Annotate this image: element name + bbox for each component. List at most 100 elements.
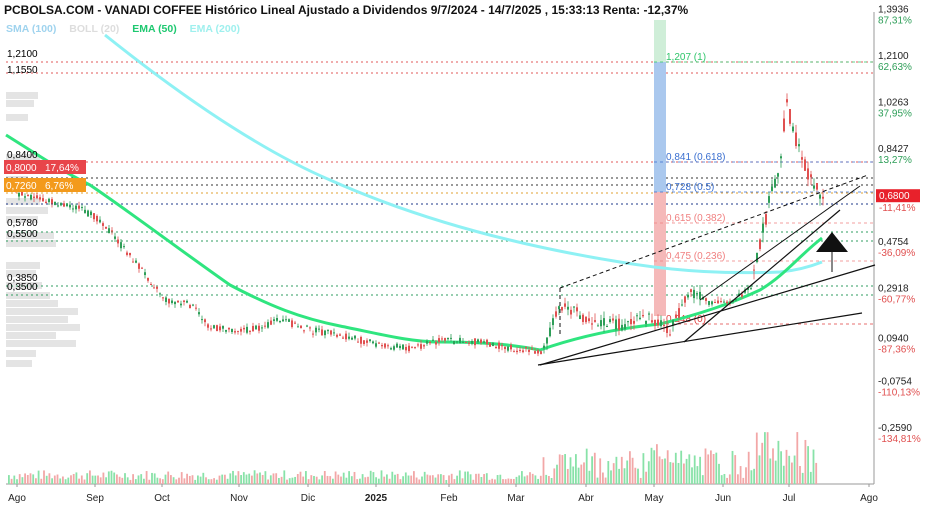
fib-zone-blue (654, 62, 666, 192)
volume-bar (132, 474, 134, 484)
volume-bar (148, 479, 151, 484)
x-tick-label: Dic (301, 493, 315, 504)
volume-bar (450, 473, 453, 484)
legend-sma100[interactable]: SMA (100) (6, 23, 57, 35)
volume-bar (332, 478, 334, 484)
candle-body (354, 335, 356, 339)
candle-body (276, 317, 278, 321)
volume-bar (380, 470, 383, 484)
candle-body (609, 319, 611, 323)
candle-body (252, 325, 254, 332)
volume-bar (275, 473, 278, 484)
volume-bar (89, 470, 91, 484)
volume-profile-bar (6, 114, 28, 121)
volume-bar (542, 457, 545, 484)
fib-zone-green (654, 20, 666, 62)
volume-bar (296, 474, 299, 484)
volume-profile-bar (6, 207, 48, 214)
volume-bar (394, 474, 396, 484)
volume-bar (753, 468, 755, 484)
volume-bar (599, 458, 602, 484)
volume-bar (553, 468, 556, 484)
volume-bar (477, 473, 480, 484)
candle-body (537, 350, 539, 354)
volume-bar (615, 456, 618, 484)
candle-body (570, 309, 572, 315)
candle-body (279, 320, 281, 323)
candle-body (234, 331, 236, 333)
trendline-mid (539, 264, 876, 366)
candle-body (360, 336, 362, 344)
candle-body (741, 294, 743, 297)
candle-body (162, 297, 164, 299)
candle-body (267, 322, 269, 328)
candle-body (816, 182, 818, 190)
volume-bar (94, 475, 97, 484)
trendline-steep (683, 209, 841, 343)
volume-bar (777, 440, 780, 484)
volume-bar (129, 479, 132, 484)
candle-body (270, 320, 272, 325)
candle-body (765, 214, 767, 225)
volume-bar (418, 479, 421, 484)
candle-body (723, 301, 725, 303)
volume-bar (91, 475, 94, 484)
pct-badge (42, 160, 86, 174)
volume-bar (572, 466, 575, 484)
candle-body (297, 326, 299, 328)
candle-body (492, 342, 494, 347)
candle-body (792, 126, 794, 132)
candle-body (498, 342, 500, 349)
right-axis-pct: 37,95% (878, 109, 912, 120)
volume-bar (110, 470, 113, 484)
ema200-line (104, 33, 823, 275)
candle-body (327, 330, 329, 332)
volume-bar (521, 471, 523, 484)
volume-bar (464, 471, 467, 484)
volume-bar (780, 451, 782, 484)
right-axis-pct: -134,81% (878, 434, 921, 445)
x-tick-label: 2025 (365, 493, 388, 504)
x-tick-label: Oct (154, 493, 170, 504)
volume-bar (502, 479, 504, 484)
candle-body (246, 326, 248, 333)
candle-body (183, 300, 185, 303)
candle-body (546, 337, 548, 344)
candle-body (690, 289, 692, 293)
candle-body (504, 346, 506, 350)
volume-bar (245, 474, 248, 484)
candle-body (165, 297, 167, 302)
volume-bar (793, 455, 796, 484)
volume-profile-bar (6, 282, 42, 289)
candle-body (627, 321, 629, 323)
legend-ema200[interactable]: EMA (200) (189, 23, 241, 35)
candle-body (531, 348, 533, 350)
candle-body (318, 328, 320, 330)
volume-bar (807, 446, 809, 484)
volume-bar (701, 475, 704, 484)
volume-bar (426, 474, 429, 484)
candle-body (585, 316, 587, 323)
volume-bar (116, 474, 118, 484)
volume-bar (364, 477, 367, 484)
candle-body (18, 192, 20, 197)
volume-bar (467, 471, 469, 484)
left-price-label: 0,5500 (7, 229, 38, 240)
candle-body (150, 284, 152, 286)
volume-bar (485, 473, 488, 484)
candle-body (294, 322, 296, 324)
legend-ema50[interactable]: EMA (50) (132, 23, 177, 35)
candle-body (555, 311, 557, 317)
volume-bar (774, 460, 777, 484)
candle-body (771, 186, 773, 191)
volume-bar (272, 473, 275, 484)
right-axis-pct: -87,36% (878, 345, 915, 356)
volume-profile-bar (6, 100, 34, 107)
legend-boll20[interactable]: BOLL (20) (69, 23, 120, 35)
candle-body (102, 223, 104, 226)
volume-bar (758, 455, 761, 484)
candle-body (189, 304, 191, 309)
volume-profile-bar (6, 300, 58, 307)
candle-body (447, 337, 449, 340)
